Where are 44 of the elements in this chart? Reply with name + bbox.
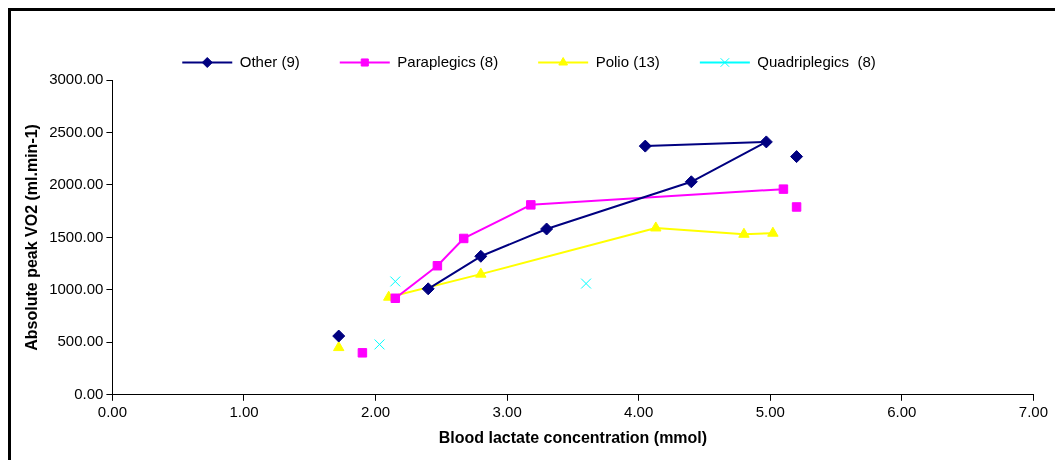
point bbox=[650, 221, 662, 232]
point bbox=[333, 341, 345, 352]
point bbox=[778, 184, 789, 194]
point bbox=[767, 226, 779, 237]
point bbox=[791, 202, 802, 212]
point bbox=[526, 200, 536, 210]
y-tick-label: 2500.00 bbox=[49, 122, 104, 140]
x-tick-label: 0.00 bbox=[97, 402, 128, 420]
legend-label: Polio (13) bbox=[595, 52, 660, 70]
y-tick-label: 2000.00 bbox=[49, 175, 104, 193]
legend-label: Quadriplegics (8) bbox=[757, 52, 876, 70]
y-tick-label: 500.00 bbox=[57, 332, 104, 350]
point bbox=[474, 249, 488, 263]
point bbox=[421, 282, 435, 296]
point bbox=[390, 293, 401, 303]
point bbox=[458, 233, 469, 244]
y-axis-title: Absolute peak VO2 (ml.min-1) bbox=[23, 124, 41, 351]
point bbox=[759, 135, 773, 149]
x-tick-label: 1.00 bbox=[229, 402, 259, 420]
point bbox=[684, 175, 698, 189]
legend-label: Other (9) bbox=[239, 52, 300, 70]
x-tick-label: 3.00 bbox=[492, 402, 522, 420]
point bbox=[580, 278, 592, 290]
x-tick-label: 7.00 bbox=[1018, 402, 1048, 420]
y-tick-label: 3000.00 bbox=[49, 70, 104, 88]
point bbox=[540, 222, 554, 236]
point bbox=[374, 338, 385, 350]
y-tick-label: 0.00 bbox=[74, 384, 104, 402]
point bbox=[332, 329, 346, 343]
point bbox=[738, 227, 750, 238]
x-tick-label: 6.00 bbox=[887, 402, 917, 420]
point bbox=[389, 276, 401, 287]
x-tick-label: 2.00 bbox=[360, 402, 391, 420]
point bbox=[432, 260, 443, 271]
y-tick-label: 1500.00 bbox=[49, 227, 104, 245]
point bbox=[357, 348, 368, 358]
x-tick-label: 5.00 bbox=[755, 402, 785, 420]
point bbox=[638, 139, 652, 153]
y-tick-label: 1000.00 bbox=[49, 280, 104, 298]
point bbox=[475, 267, 487, 278]
x-tick-label: 4.00 bbox=[624, 402, 654, 420]
x-axis-title: Blood lactate concentration (mmol) bbox=[438, 428, 708, 446]
point bbox=[790, 150, 804, 164]
legend-label: Paraplegics (8) bbox=[397, 52, 499, 70]
